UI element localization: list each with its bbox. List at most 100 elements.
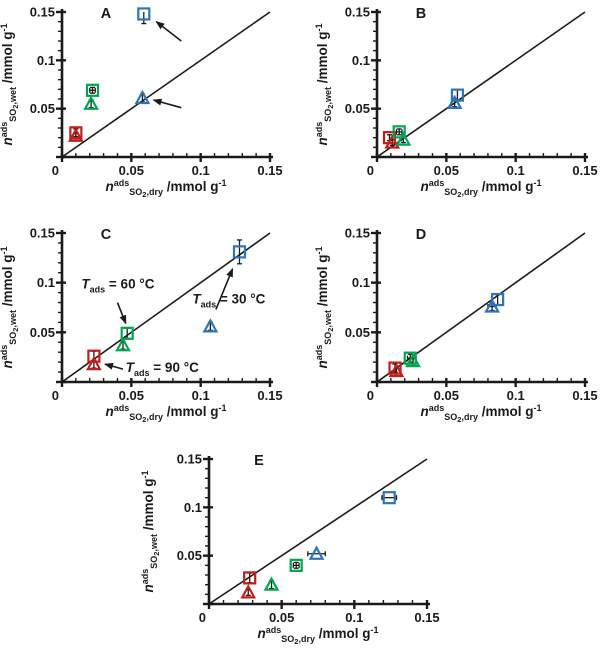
annotation-arrow [152,98,182,109]
data-point-square-t90 [243,571,257,585]
y-tick-label: 0.1 [37,275,55,290]
data-point-triangle-t60 [405,352,421,368]
y-tick-label: 0.15 [345,226,370,241]
axes: 0.05 0.05 0.1 0.1 0.15 0.15 0 [30,5,283,179]
x-axis-title: nadsSO2,dry /mmol g-1 [421,403,542,424]
y-axis-title: nadsSO2,wet /mmol g-1 [0,24,20,146]
data-point-square-t30 [382,491,396,505]
data-point-square-t90 [87,349,101,363]
parity-line [61,11,271,158]
y-tick-label: 0.15 [345,5,370,20]
axes: 0.05 0.05 0.1 0.1 0.15 0.15 0 [30,226,283,404]
y-tick-label: 0.1 [352,275,370,290]
panel-letter: C [101,227,112,243]
axes: 0.05 0.05 0.1 0.1 0.15 0.15 0 [345,226,598,404]
x-tick-label: 0.05 [434,388,459,403]
data-point-square-t90 [69,126,83,140]
annotation-arrow [104,362,124,370]
x-tick-label: 0.1 [507,388,525,403]
data-point-square-t60 [85,83,100,97]
y-axis-title: nadsSO2,wet /mmol g-1 [314,247,335,369]
y-tick-label: 0.1 [37,53,55,68]
data-points [68,7,151,142]
parity-line [376,11,586,158]
annotation-arrow [215,267,234,310]
data-point-triangle-t90 [86,355,102,371]
panel-letter: A [101,6,112,22]
annotation-arrow [155,21,182,42]
data-point-triangle-t90 [240,584,257,599]
x-tick-label: 0.15 [572,163,597,178]
x-axis-title: nadsSO2,dry /mmol g-1 [106,403,227,424]
y-tick-label: 0.1 [184,500,202,515]
x-tick-label: 0.1 [507,163,525,178]
data-points [388,292,505,378]
x-axis-title: nadsSO2,dry /mmol g-1 [421,178,542,199]
parity-line [376,232,586,383]
data-point-triangle-t30 [446,94,463,109]
panel-C-chart: 0.05 0.05 0.1 0.1 0.15 0.15 0 nadsSO2,dry /mmol… [0,226,283,425]
x-tick-label: 0.15 [257,388,282,403]
y-tick-label: 0.05 [345,325,370,340]
data-point-triangle-t90 [384,134,401,149]
y-tick-label: 0.15 [30,5,55,20]
panel-E-chart: 0.05 0.05 0.1 0.1 0.15 0.15 0 nadsSO2,dry /mmol… [140,452,440,647]
y-tick-label: 0.05 [345,101,370,116]
data-point-square-t60 [120,326,134,340]
x-tick-label: 0.1 [192,388,210,403]
data-point-triangle-t90 [68,127,84,142]
origin-tick-label: 0 [52,163,59,178]
annotation-arrow [116,302,127,325]
y-tick-label: 0.05 [177,548,202,563]
x-tick-label: 0.05 [119,388,144,403]
data-point-triangle-t30 [202,318,219,333]
x-tick-label: 0.05 [269,610,294,625]
y-tick-label: 0.1 [352,53,370,68]
data-point-triangle-t60 [263,576,280,591]
data-point-triangle-t30 [134,89,151,105]
data-point-triangle-t90 [388,362,405,378]
data-point-triangle-t60 [395,131,412,146]
x-tick-label: 0.1 [345,610,363,625]
data-point-square-t30 [137,7,151,21]
y-tick-label: 0.15 [177,452,202,467]
temp-annotation: Tads = 60 °C [81,277,154,295]
data-points [86,245,247,371]
x-tick-label: 0.15 [257,163,282,178]
x-tick-label: 0.1 [192,163,210,178]
panel-B-chart: 0.05 0.05 0.1 0.1 0.15 0.15 0 nadsSO2,dry /mmol… [314,5,598,200]
data-point-triangle-t60 [83,95,99,110]
y-axis-title: nadsSO2,wet /mmol g-1 [0,247,20,369]
origin-tick-label: 0 [52,388,59,403]
parity-line [208,458,428,605]
data-point-square-t30 [491,292,505,307]
y-tick-label: 0.05 [30,325,55,340]
data-point-square-t30 [232,245,247,259]
x-axis-title: nadsSO2,dry /mmol g-1 [106,178,227,199]
axes: 0.05 0.05 0.1 0.1 0.15 0.15 0 [345,5,598,179]
error-bars [245,495,398,596]
panel-D-chart: 0.05 0.05 0.1 0.1 0.15 0.15 0 nadsSO2,dry /mmol… [314,226,598,425]
y-tick-label: 0.15 [30,226,55,241]
origin-tick-label: 0 [367,163,374,178]
panel-A-chart: 0.05 0.05 0.1 0.1 0.15 0.15 0 nadsSO2,dry /mmol… [0,5,283,200]
x-tick-label: 0.15 [572,388,597,403]
data-point-square-t30 [450,88,465,102]
origin-tick-label: 0 [199,610,206,625]
data-point-square-t90 [388,361,402,375]
y-axis-title: nadsSO2,wet /mmol g-1 [140,471,161,593]
x-tick-label: 0.05 [434,163,459,178]
y-tick-label: 0.05 [30,101,55,116]
data-points [240,491,396,599]
x-tick-label: 0.15 [414,610,439,625]
data-points [382,88,465,149]
y-axis-title: nadsSO2,wet /mmol g-1 [314,24,335,146]
data-point-square-t60 [392,125,406,139]
x-tick-label: 0.05 [119,163,144,178]
temp-annotation: Tads = 30 °C [192,292,265,310]
panel-letter: B [416,6,426,22]
data-point-triangle-t30 [308,545,325,560]
origin-tick-label: 0 [367,388,374,403]
x-axis-title: nadsSO2,dry /mmol g-1 [258,625,379,646]
